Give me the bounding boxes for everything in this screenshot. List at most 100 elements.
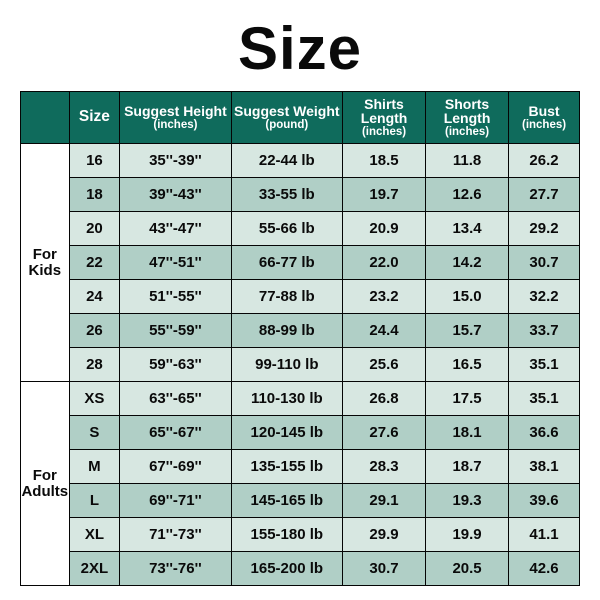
cell-weight: 22-44 lb [231,144,342,178]
cell-shirts: 24.4 [343,314,426,348]
cell-shirts: 23.2 [343,280,426,314]
cell-shorts: 14.2 [426,246,509,280]
cell-shirts: 28.3 [343,450,426,484]
header-group-blank [21,92,70,144]
header-shorts-sub: (inches) [428,126,506,138]
cell-bust: 27.7 [509,178,580,212]
cell-bust: 35.1 [509,382,580,416]
cell-weight: 77-88 lb [231,280,342,314]
cell-shorts: 12.6 [426,178,509,212]
cell-shorts: 11.8 [426,144,509,178]
header-size-main: Size [72,109,118,125]
cell-shirts: 27.6 [343,416,426,450]
cell-size: M [69,450,120,484]
table-row: S65''-67''120-145 lb27.618.136.6 [21,416,580,450]
cell-bust: 26.2 [509,144,580,178]
cell-shorts: 15.7 [426,314,509,348]
cell-shorts: 17.5 [426,382,509,416]
table-header: Size Suggest Height (inches) Suggest Wei… [21,92,580,144]
cell-height: 73''-76'' [120,552,231,586]
cell-weight: 145-165 lb [231,484,342,518]
cell-weight: 99-110 lb [231,348,342,382]
cell-size: S [69,416,120,450]
cell-shirts: 22.0 [343,246,426,280]
table-row: 1839''-43''33-55 lb19.712.627.7 [21,178,580,212]
cell-size: XL [69,518,120,552]
table-row: L69''-71''145-165 lb29.119.339.6 [21,484,580,518]
header-height-sub: (inches) [122,119,228,131]
table-body: ForKids1635''-39''22-44 lb18.511.826.218… [21,144,580,586]
cell-bust: 33.7 [509,314,580,348]
table-row: ForKids1635''-39''22-44 lb18.511.826.2 [21,144,580,178]
group-label: ForAdults [21,382,70,586]
table-row: XL71''-73''155-180 lb29.919.941.1 [21,518,580,552]
cell-height: 55''-59'' [120,314,231,348]
header-shorts: Shorts Length (inches) [426,92,509,144]
cell-bust: 30.7 [509,246,580,280]
header-weight: Suggest Weight (pound) [231,92,342,144]
cell-size: 24 [69,280,120,314]
header-bust-main: Bust [511,104,577,119]
cell-size: 18 [69,178,120,212]
cell-shirts: 18.5 [343,144,426,178]
cell-height: 43''-47'' [120,212,231,246]
cell-height: 59''-63'' [120,348,231,382]
cell-height: 65''-67'' [120,416,231,450]
table-row: 2655''-59''88-99 lb24.415.733.7 [21,314,580,348]
cell-shorts: 18.7 [426,450,509,484]
cell-weight: 55-66 lb [231,212,342,246]
cell-weight: 110-130 lb [231,382,342,416]
cell-weight: 155-180 lb [231,518,342,552]
cell-size: 20 [69,212,120,246]
cell-weight: 120-145 lb [231,416,342,450]
page-title: Size [20,14,580,83]
cell-weight: 135-155 lb [231,450,342,484]
table-row: 2859''-63''99-110 lb25.616.535.1 [21,348,580,382]
cell-shorts: 13.4 [426,212,509,246]
cell-shorts: 19.9 [426,518,509,552]
cell-height: 63''-65'' [120,382,231,416]
cell-shirts: 19.7 [343,178,426,212]
header-shirts-sub: (inches) [345,126,423,138]
cell-size: 2XL [69,552,120,586]
cell-shirts: 29.9 [343,518,426,552]
header-shirts: Shirts Length (inches) [343,92,426,144]
header-size: Size [69,92,120,144]
cell-shorts: 20.5 [426,552,509,586]
cell-bust: 41.1 [509,518,580,552]
cell-height: 71''-73'' [120,518,231,552]
cell-shorts: 18.1 [426,416,509,450]
group-label: ForKids [21,144,70,382]
header-shorts-main: Shorts Length [428,97,506,126]
cell-bust: 39.6 [509,484,580,518]
table-row: 2XL73''-76''165-200 lb30.720.542.6 [21,552,580,586]
cell-shorts: 19.3 [426,484,509,518]
header-bust-sub: (inches) [511,119,577,131]
cell-size: XS [69,382,120,416]
cell-bust: 36.6 [509,416,580,450]
cell-weight: 165-200 lb [231,552,342,586]
cell-shorts: 16.5 [426,348,509,382]
cell-height: 69''-71'' [120,484,231,518]
header-height-main: Suggest Height [122,104,228,119]
header-bust: Bust (inches) [509,92,580,144]
cell-shirts: 20.9 [343,212,426,246]
cell-size: 22 [69,246,120,280]
cell-shirts: 25.6 [343,348,426,382]
table-row: ForAdultsXS63''-65''110-130 lb26.817.535… [21,382,580,416]
header-weight-main: Suggest Weight [234,104,340,119]
cell-size: 16 [69,144,120,178]
cell-bust: 38.1 [509,450,580,484]
size-chart-table: Size Suggest Height (inches) Suggest Wei… [20,91,580,586]
cell-height: 51''-55'' [120,280,231,314]
cell-bust: 35.1 [509,348,580,382]
cell-size: 28 [69,348,120,382]
header-weight-sub: (pound) [234,119,340,131]
cell-shirts: 26.8 [343,382,426,416]
cell-bust: 32.2 [509,280,580,314]
cell-bust: 29.2 [509,212,580,246]
table-row: 2451''-55''77-88 lb23.215.032.2 [21,280,580,314]
cell-bust: 42.6 [509,552,580,586]
table-row: M67''-69''135-155 lb28.318.738.1 [21,450,580,484]
cell-shorts: 15.0 [426,280,509,314]
